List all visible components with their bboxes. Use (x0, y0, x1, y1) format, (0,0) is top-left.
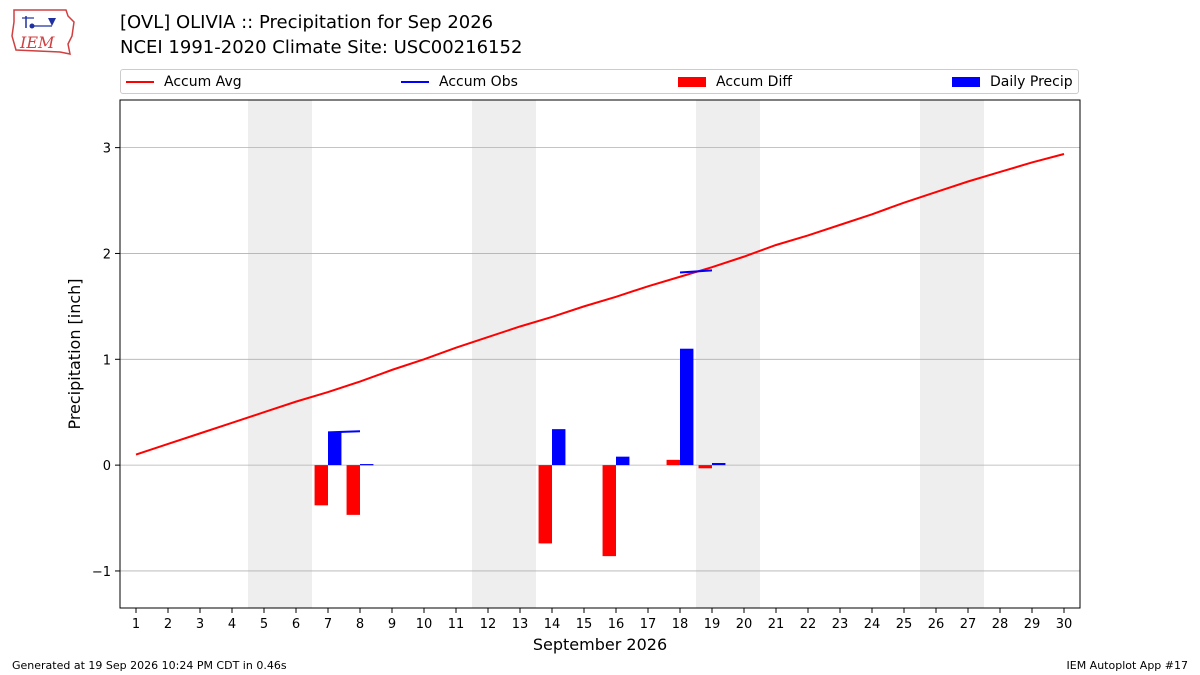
weekend-band-4 (920, 100, 984, 608)
bar-daily-precip-day-7 (328, 432, 342, 466)
legend-label-accum-obs: Accum Obs (439, 74, 518, 90)
x-tick-label: 11 (448, 617, 465, 632)
x-tick-label: 1 (132, 617, 140, 632)
x-tick-label: 30 (1056, 617, 1073, 632)
x-tick-label: 6 (292, 617, 300, 632)
line-accum-obs-seg-2 (679, 269, 713, 274)
bar-accum-diff-day-7 (314, 465, 328, 506)
bar-accum-diff-day-19 (698, 465, 712, 469)
x-tick-label: 18 (672, 617, 689, 632)
bar-daily-precip-day-8 (360, 464, 374, 466)
y-tick-label: 2 (103, 247, 111, 262)
footer-app: IEM Autoplot App #17 (1066, 659, 1189, 672)
weekend-band-3 (696, 100, 760, 608)
y-tick-label: −1 (92, 565, 111, 580)
bar-accum-diff-day-14 (538, 465, 552, 544)
legend-item-accum-obs: Accum Obs (401, 74, 518, 90)
bar-accum-diff-day-18 (666, 459, 680, 466)
bar-daily-precip-day-14 (552, 429, 566, 466)
y-tick-label: 1 (103, 353, 111, 368)
x-tick-label: 16 (608, 617, 625, 632)
legend-item-accum-diff: Accum Diff (678, 74, 792, 90)
x-tick-label: 8 (356, 617, 364, 632)
legend-item-daily-precip: Daily Precip (952, 74, 1073, 90)
x-tick-label: 26 (928, 617, 945, 632)
legend-item-accum-avg: Accum Avg (126, 74, 242, 90)
x-tick-label: 28 (992, 617, 1009, 632)
grid-group (120, 147, 1080, 572)
legend-label-accum-diff: Accum Diff (716, 74, 793, 90)
iem-logo: IEM (8, 6, 80, 58)
weekend-band-1 (248, 100, 312, 608)
legend-label-daily-precip: Daily Precip (990, 74, 1073, 90)
x-tick-label: 15 (576, 617, 593, 632)
weekend-shading-group (248, 100, 984, 608)
x-tick-label: 12 (480, 617, 497, 632)
x-tick-label: 14 (544, 617, 561, 632)
x-tick-label: 20 (736, 617, 753, 632)
x-tick-label: 9 (388, 617, 396, 632)
y-axis-ticks: −1 0 1 2 3 (92, 142, 120, 580)
bar-accum-diff-day-8 (346, 465, 360, 515)
x-tick-label: 13 (512, 617, 529, 632)
y-axis-label: Precipitation [inch] (65, 278, 84, 429)
legend: Accum Avg Accum Obs Accum Diff Daily Pre… (120, 69, 1079, 94)
x-tick-label: 23 (832, 617, 849, 632)
plot-frame (119, 99, 1081, 609)
x-tick-label: 19 (704, 617, 721, 632)
bar-daily-precip-day-18 (680, 348, 694, 466)
line-accum-avg (135, 153, 1065, 456)
legend-swatch-daily-precip (952, 77, 980, 87)
lines-group (135, 153, 1065, 456)
bar-accum-diff-day-16 (602, 465, 616, 557)
legend-swatch-accum-obs (401, 81, 429, 83)
y-tick-label: 0 (103, 459, 111, 474)
x-tick-label: 22 (800, 617, 817, 632)
logo-text: IEM (19, 33, 55, 52)
bars-group (314, 348, 726, 557)
x-tick-label: 29 (1024, 617, 1041, 632)
bar-daily-precip-day-19 (712, 463, 726, 466)
chart-subtitle: NCEI 1991-2020 Climate Site: USC00216152 (120, 37, 523, 58)
legend-swatch-accum-avg (126, 81, 154, 83)
bar-daily-precip-day-16 (616, 456, 630, 466)
x-tick-label: 21 (768, 617, 785, 632)
x-tick-label: 17 (640, 617, 657, 632)
chart-title: [OVL] OLIVIA :: Precipitation for Sep 20… (120, 12, 494, 33)
x-tick-label: 4 (228, 617, 236, 632)
x-axis-ticks: 1 2 3 4 5 6 7 8 9 10 11 12 13 14 15 16 17 18 19 20 21 22 23 24 2… (132, 608, 1072, 632)
x-tick-label: 27 (960, 617, 977, 632)
legend-swatch-accum-diff (678, 77, 706, 87)
y-tick-label: 3 (103, 142, 111, 157)
line-accum-obs-seg-1 (327, 430, 361, 434)
x-tick-label: 2 (164, 617, 172, 632)
weekend-band-2 (472, 100, 536, 608)
x-tick-label: 7 (324, 617, 332, 632)
x-tick-label: 3 (196, 617, 204, 632)
x-tick-label: 10 (416, 617, 433, 632)
x-tick-label: 5 (260, 617, 268, 632)
x-axis-label: September 2026 (533, 635, 667, 654)
legend-label-accum-avg: Accum Avg (164, 74, 242, 90)
x-tick-label: 25 (896, 617, 913, 632)
footer-generated: Generated at 19 Sep 2026 10:24 PM CDT in… (12, 659, 287, 672)
x-tick-label: 24 (864, 617, 881, 632)
